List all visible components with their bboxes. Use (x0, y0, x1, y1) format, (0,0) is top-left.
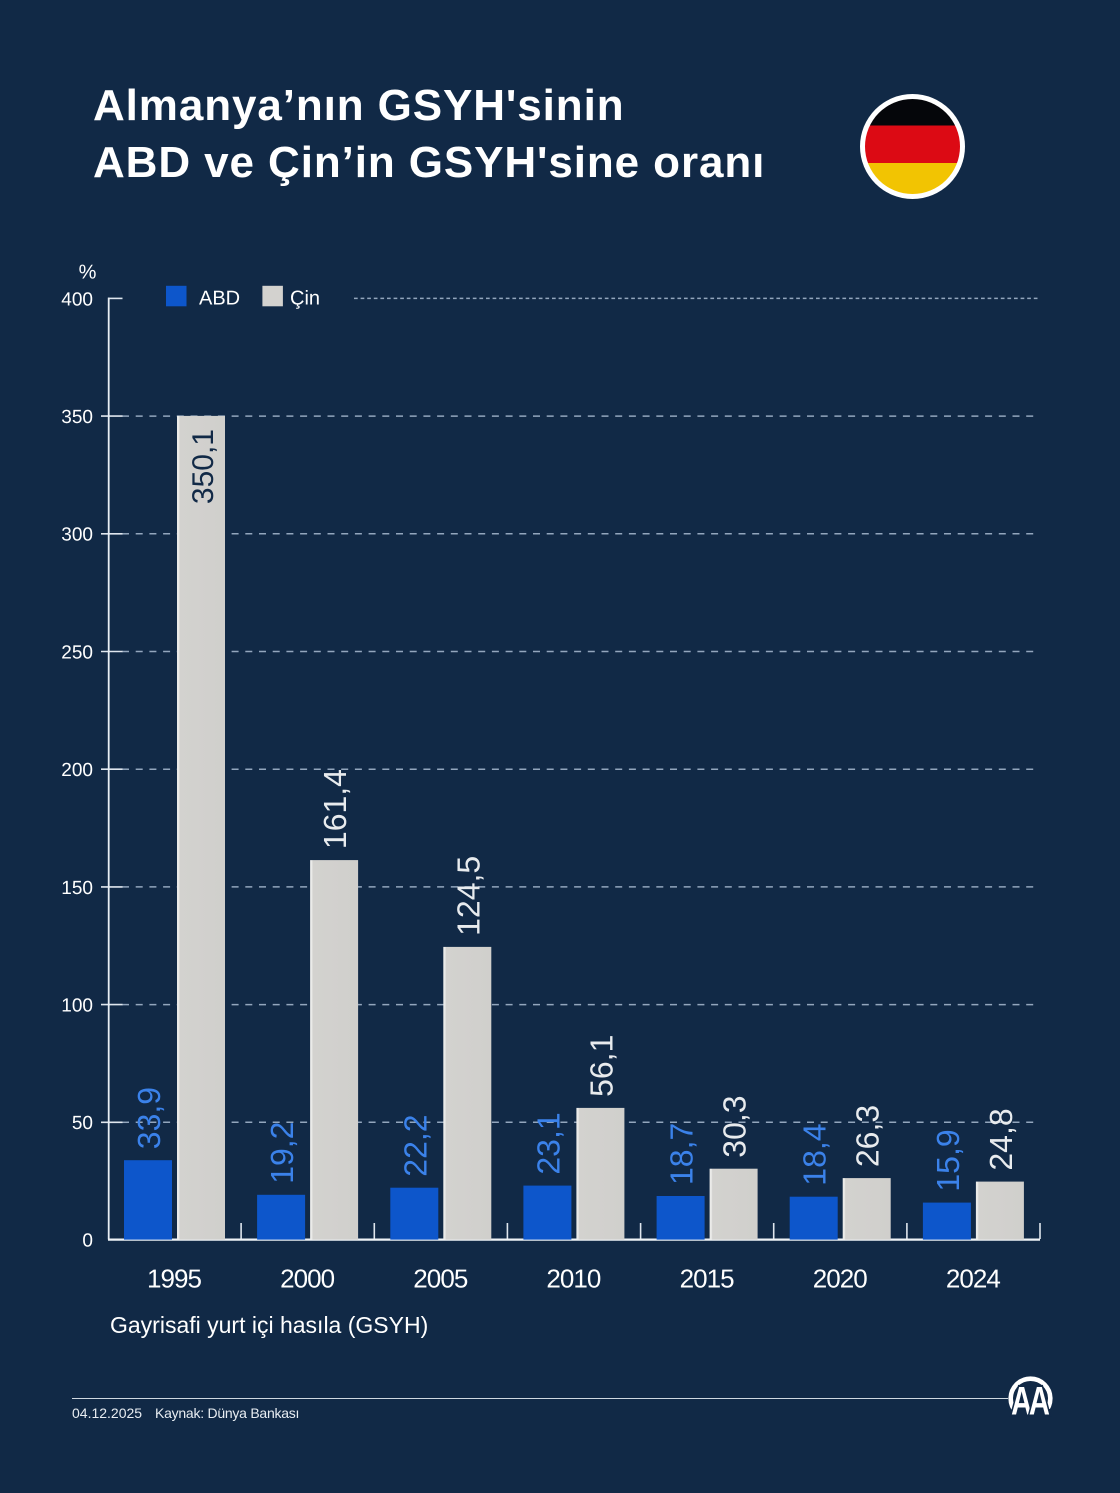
svg-text:19,2: 19,2 (264, 1122, 300, 1184)
svg-text:22,2: 22,2 (397, 1114, 433, 1176)
svg-text:2020: 2020 (813, 1264, 868, 1294)
svg-text:A: A (1011, 1380, 1032, 1423)
svg-text:350: 350 (61, 407, 93, 428)
svg-text:2005: 2005 (413, 1264, 468, 1294)
svg-text:%: % (79, 262, 97, 284)
svg-text:200: 200 (61, 760, 93, 781)
svg-text:30,3: 30,3 (717, 1095, 753, 1157)
svg-text:0: 0 (82, 1231, 93, 1252)
svg-text:2000: 2000 (280, 1264, 335, 1294)
svg-text:161,4: 161,4 (317, 769, 353, 849)
svg-text:56,1: 56,1 (583, 1035, 619, 1097)
svg-text:2024: 2024 (946, 1264, 1001, 1294)
svg-text:400: 400 (61, 289, 93, 310)
svg-text:33,9: 33,9 (131, 1087, 167, 1149)
svg-text:300: 300 (61, 525, 93, 546)
svg-text:50: 50 (72, 1113, 93, 1134)
svg-text:1995: 1995 (147, 1264, 202, 1294)
svg-text:124,5: 124,5 (450, 856, 486, 936)
svg-text:Çin: Çin (290, 288, 320, 310)
svg-text:150: 150 (61, 878, 93, 899)
svg-text:24,8: 24,8 (983, 1108, 1019, 1170)
svg-text:18,4: 18,4 (797, 1123, 833, 1185)
svg-text:18,7: 18,7 (664, 1123, 700, 1185)
svg-text:23,1: 23,1 (530, 1112, 566, 1174)
svg-text:350,1: 350,1 (187, 429, 220, 504)
svg-text:A: A (1029, 1380, 1050, 1423)
svg-text:26,3: 26,3 (850, 1105, 886, 1167)
svg-text:ABD: ABD (199, 288, 240, 310)
svg-text:100: 100 (61, 996, 93, 1017)
svg-text:250: 250 (61, 642, 93, 663)
svg-text:2010: 2010 (546, 1264, 601, 1294)
svg-text:15,9: 15,9 (930, 1129, 966, 1191)
svg-text:2015: 2015 (680, 1264, 735, 1294)
